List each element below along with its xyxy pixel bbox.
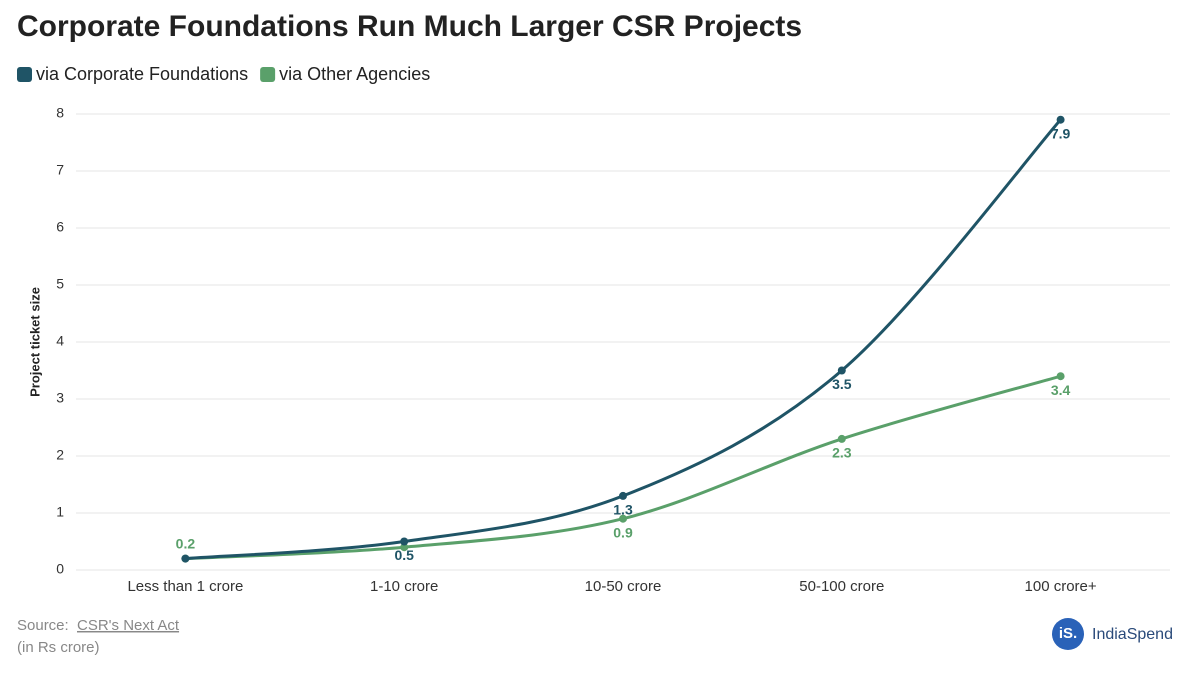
data-label: 2.3 xyxy=(832,445,852,461)
brand-logo xyxy=(1052,618,1084,650)
y-tick-label: 3 xyxy=(56,390,64,406)
data-point xyxy=(837,434,846,443)
data-point xyxy=(1056,372,1065,381)
data-point xyxy=(400,543,409,552)
y-tick-label: 7 xyxy=(56,162,64,178)
data-label: 7.9 xyxy=(1051,125,1071,141)
y-tick-label: 8 xyxy=(56,105,64,121)
data-label: 1.3 xyxy=(613,502,633,518)
y-tick-label: 5 xyxy=(56,276,64,292)
note: (in Rs crore) xyxy=(17,639,100,656)
legend-swatch xyxy=(17,67,32,82)
x-tick-label: 100 crore+ xyxy=(1025,578,1097,595)
data-label: 3.4 xyxy=(1051,382,1071,398)
data-label: 0.2 xyxy=(176,535,196,551)
data-label: 3.5 xyxy=(832,376,852,392)
data-point xyxy=(1056,115,1065,124)
data-point xyxy=(619,491,627,500)
y-axis-label: Project ticket size xyxy=(27,287,42,397)
brand-name: IndiaSpend xyxy=(1092,626,1173,643)
legend-label: via Other Agencies xyxy=(279,64,430,84)
data-point xyxy=(400,537,409,546)
x-tick-label: 1-10 crore xyxy=(370,578,438,595)
data-label: 0.9 xyxy=(613,524,633,540)
y-tick-label: 6 xyxy=(56,219,64,235)
y-tick-label: 1 xyxy=(56,504,64,520)
data-point xyxy=(181,554,190,563)
legend-label: via Corporate Foundations xyxy=(36,64,248,84)
y-tick-label: 2 xyxy=(56,447,64,463)
legend-swatch xyxy=(260,67,276,82)
x-tick-label: 50-100 crore xyxy=(799,578,884,595)
y-tick-label: 4 xyxy=(56,333,64,349)
series-line xyxy=(185,118,1062,561)
data-point xyxy=(837,366,846,375)
data-point xyxy=(619,514,627,523)
data-label: 0.5 xyxy=(394,547,414,563)
chart-title: Corporate Foundations Run Much Larger CS… xyxy=(17,10,802,43)
y-tick-label: 0 xyxy=(56,561,64,577)
source-link[interactable]: CSR's Next Act xyxy=(77,617,180,634)
source-label: Source: xyxy=(17,617,69,634)
brand-mark: iS. xyxy=(1059,625,1077,642)
x-tick-label: Less than 1 crore xyxy=(127,578,243,595)
x-tick-label: 10-50 crore xyxy=(585,578,662,595)
